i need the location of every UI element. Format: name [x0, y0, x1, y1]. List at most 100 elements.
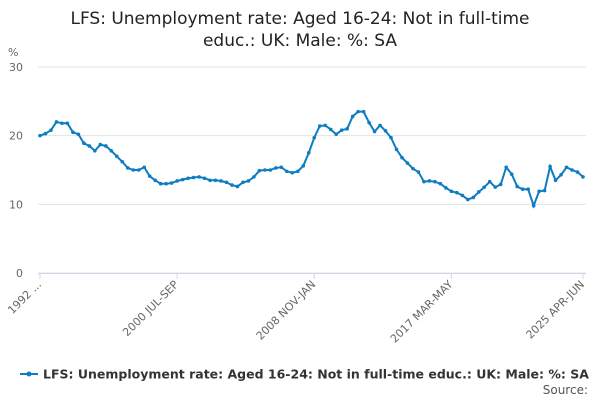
x-tick-label: 2008 NOV-JAN [254, 278, 319, 343]
data-point [186, 176, 190, 181]
data-point [334, 132, 338, 137]
data-line [39, 110, 584, 209]
data-point [224, 180, 229, 185]
data-point [295, 169, 300, 174]
data-point [405, 161, 410, 165]
data-point [542, 188, 547, 193]
data-point [526, 187, 530, 192]
data-point [559, 173, 563, 177]
data-point [219, 179, 223, 183]
data-point [246, 179, 251, 183]
data-point [98, 142, 103, 147]
data-point [422, 179, 426, 184]
chart-title: educ.: UK: Male: %: SA [203, 31, 397, 51]
data-point [76, 132, 81, 137]
data-point [455, 190, 459, 195]
data-point [427, 179, 432, 183]
data-point [71, 130, 75, 135]
data-point [509, 172, 514, 176]
chart-title: LFS: Unemployment rate: Aged 16-24: Not … [70, 9, 529, 29]
data-point [553, 178, 558, 183]
data-point [125, 166, 130, 170]
data-point [197, 175, 201, 179]
data-point [191, 175, 196, 180]
data-point [498, 182, 503, 187]
data-point [213, 178, 218, 183]
x-tick-label: 2025 APR-JUN [524, 278, 588, 342]
data-point [263, 168, 267, 172]
data-point [460, 193, 465, 198]
data-point [279, 165, 284, 170]
data-point [120, 159, 125, 164]
data-point [317, 124, 322, 128]
data-point [208, 178, 212, 183]
data-point [564, 165, 569, 170]
data-point [252, 175, 256, 179]
y-tick-label: 10 [9, 198, 23, 211]
data-point [158, 181, 163, 186]
data-point [114, 154, 119, 159]
data-point [487, 179, 492, 184]
data-point [548, 164, 552, 169]
data-point [136, 168, 141, 172]
data-point [394, 147, 399, 152]
data-point [104, 144, 108, 148]
data-point [230, 183, 234, 187]
data-point [372, 129, 377, 134]
data-point [257, 168, 262, 173]
data-point [476, 190, 481, 194]
data-point [93, 148, 97, 153]
data-point [285, 169, 289, 174]
data-point [131, 168, 136, 172]
legend-label: LFS: Unemployment rate: Aged 16-24: Not … [43, 367, 589, 382]
data-point [433, 179, 437, 184]
data-point [43, 131, 48, 136]
data-point [367, 120, 371, 125]
data-point [290, 170, 295, 175]
data-point [54, 120, 59, 124]
data-point [400, 155, 404, 160]
data-point [504, 165, 509, 170]
data-point [345, 127, 349, 131]
data-point [515, 184, 519, 189]
data-point [274, 166, 278, 170]
data-point [581, 175, 585, 179]
data-point [312, 135, 317, 140]
y-tick-label: 0 [16, 267, 23, 280]
data-point [350, 114, 355, 119]
data-point [575, 170, 580, 174]
data-point [235, 184, 240, 189]
data-point [175, 179, 179, 183]
legend-marker [26, 371, 32, 377]
data-point [444, 186, 448, 190]
data-point [531, 203, 536, 208]
data-point [306, 151, 311, 155]
data-point [142, 165, 147, 170]
data-point [49, 128, 53, 132]
data-point [301, 164, 306, 168]
data-point [169, 181, 174, 185]
data-point [241, 180, 245, 185]
data-point [361, 109, 366, 114]
data-point [471, 195, 476, 200]
data-point [537, 189, 541, 194]
data-point [570, 168, 574, 172]
data-point [147, 174, 152, 178]
data-point [383, 129, 388, 133]
x-tick-label: 1992 ... [5, 278, 44, 317]
source: Source: [543, 383, 588, 397]
data-point [416, 170, 421, 174]
data-point [389, 135, 393, 140]
data-point [328, 127, 333, 132]
y-tick-label: 20 [9, 130, 23, 143]
data-point [411, 166, 415, 171]
data-point [482, 185, 487, 189]
y-axis-label: % [8, 46, 18, 59]
data-point [109, 148, 114, 153]
data-point [180, 177, 185, 182]
data-point [493, 185, 498, 189]
data-point [153, 178, 157, 183]
data-point [520, 187, 525, 192]
y-tick-label: 30 [9, 61, 23, 74]
